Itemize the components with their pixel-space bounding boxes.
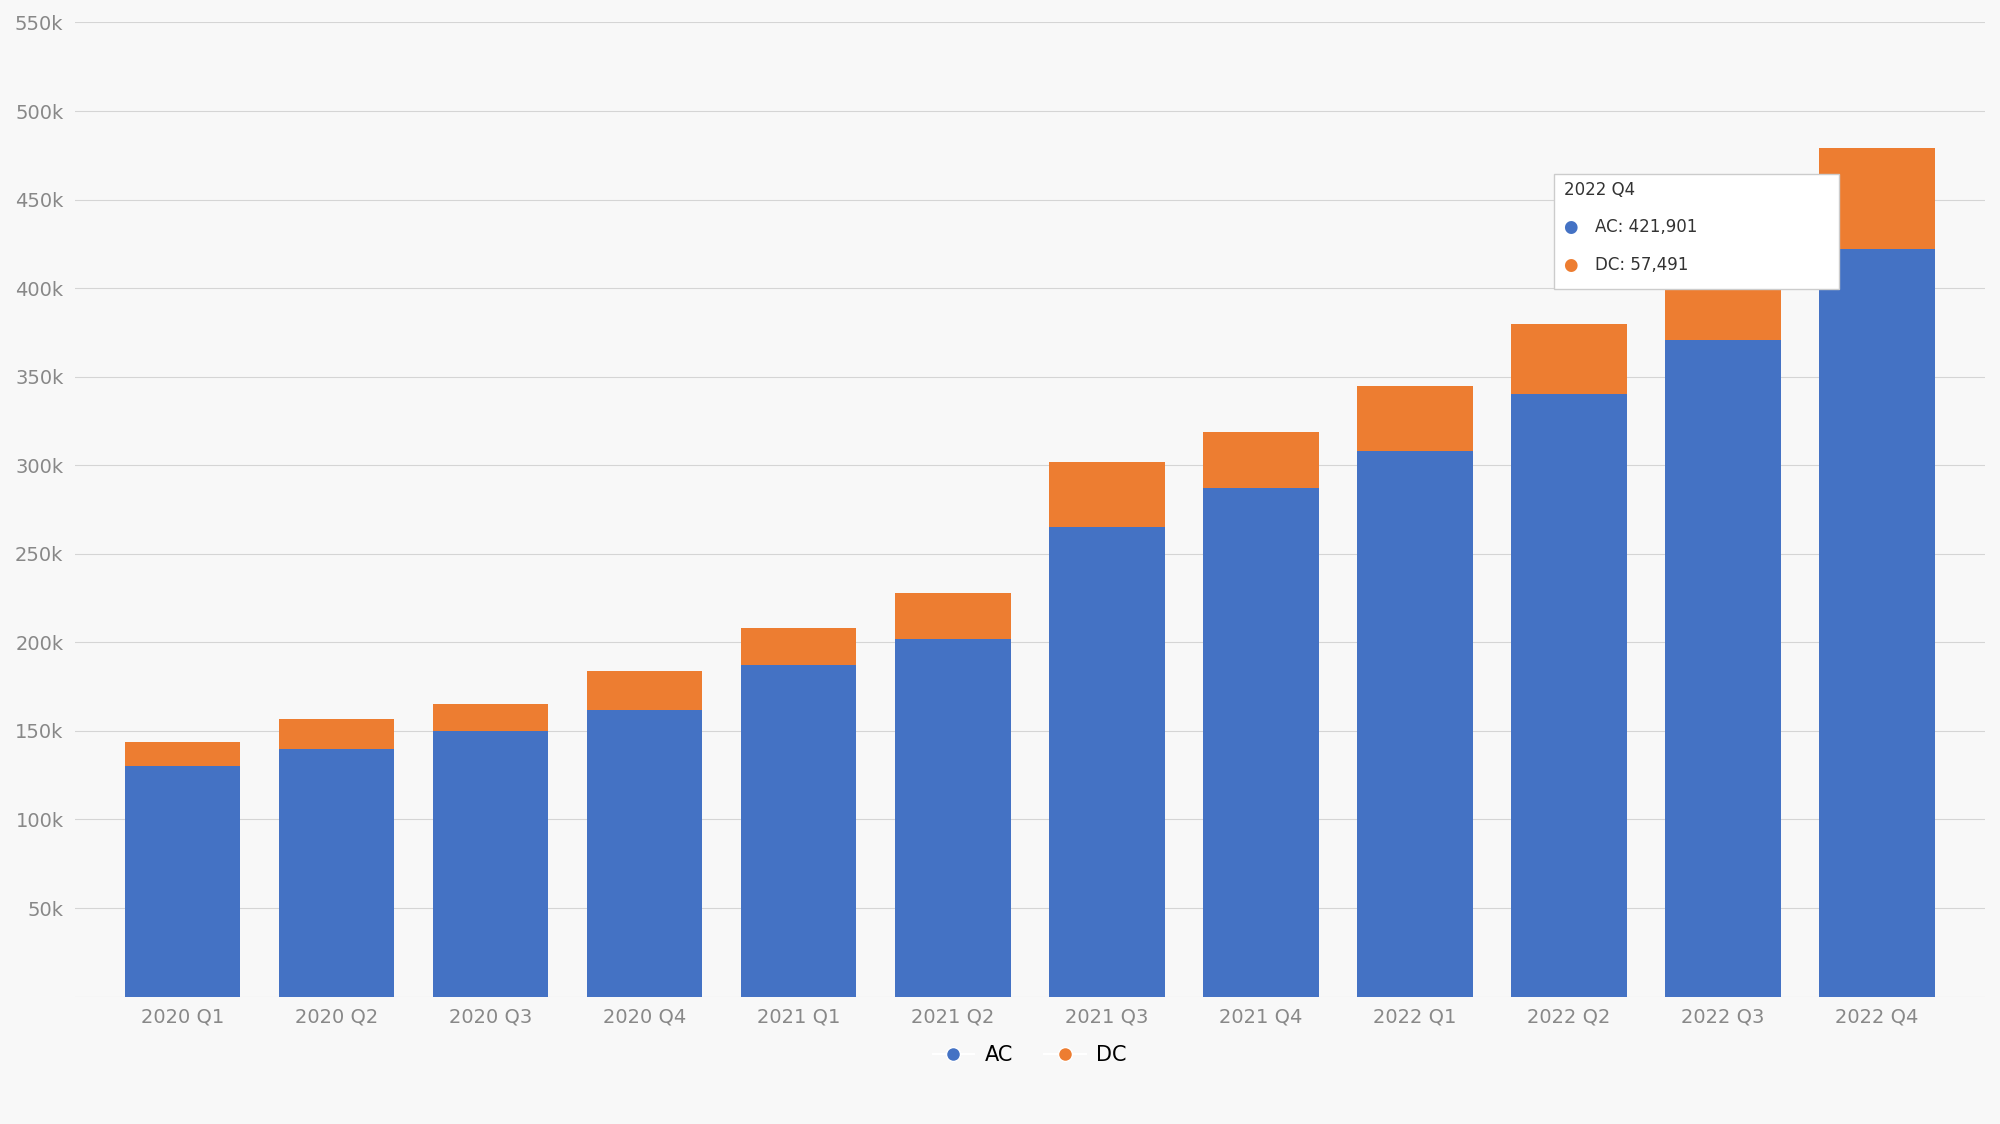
FancyBboxPatch shape: [1554, 174, 1838, 289]
Bar: [432, 731, 548, 997]
Bar: [1358, 386, 1472, 451]
Bar: [124, 767, 240, 997]
Text: DC: 57,491: DC: 57,491: [1596, 255, 1688, 273]
Bar: [586, 671, 702, 709]
Bar: [894, 638, 1010, 997]
Bar: [1820, 250, 1934, 997]
Bar: [740, 628, 856, 665]
Bar: [1512, 395, 1626, 997]
Text: AC: 421,901: AC: 421,901: [1596, 218, 1698, 236]
Bar: [1358, 451, 1472, 997]
Bar: [1050, 462, 1164, 527]
Bar: [278, 718, 394, 749]
Text: 2022 Q4: 2022 Q4: [1564, 181, 1636, 199]
Bar: [894, 592, 1010, 638]
Bar: [432, 705, 548, 731]
Legend: AC, DC: AC, DC: [924, 1037, 1136, 1073]
Bar: [740, 665, 856, 997]
Text: ●: ●: [1564, 255, 1584, 273]
Bar: [278, 749, 394, 997]
Bar: [1050, 527, 1164, 997]
Bar: [1666, 339, 1780, 997]
Bar: [586, 709, 702, 997]
Bar: [1204, 432, 1318, 488]
Bar: [1204, 488, 1318, 997]
Text: ●: ●: [1564, 218, 1584, 236]
Bar: [1512, 324, 1626, 395]
Bar: [1820, 147, 1934, 250]
Bar: [124, 742, 240, 767]
Bar: [1666, 256, 1780, 339]
